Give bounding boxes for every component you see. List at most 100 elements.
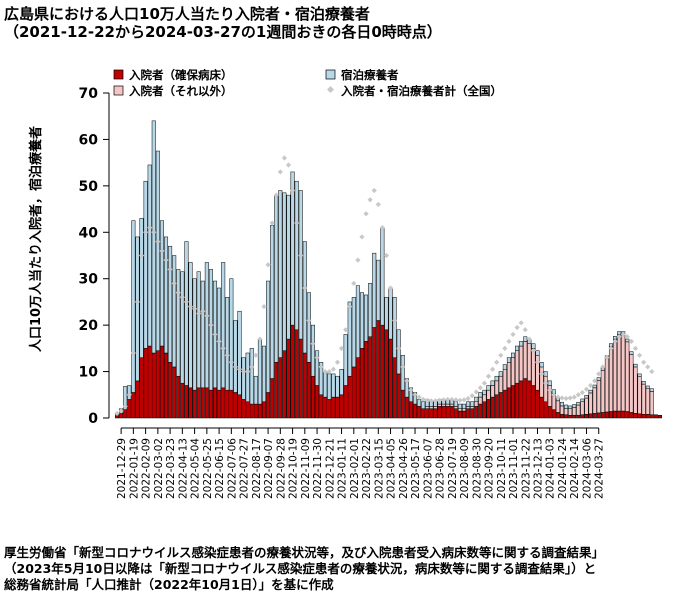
national-point xyxy=(183,299,190,305)
national-point xyxy=(359,234,365,240)
national-point xyxy=(383,252,390,259)
national-point xyxy=(367,197,373,203)
bar-hotel xyxy=(384,297,389,331)
bar-severe xyxy=(372,327,377,419)
bar-severe xyxy=(523,378,528,419)
national-point xyxy=(273,192,279,198)
x-tick-label: 2022-01-19 xyxy=(128,438,140,499)
bar-severe xyxy=(584,414,589,419)
bar-other xyxy=(462,408,467,412)
bar-severe xyxy=(527,380,532,419)
bar-severe xyxy=(302,352,307,419)
bar-hotel xyxy=(241,357,246,400)
bar-other xyxy=(429,406,434,409)
national-point xyxy=(375,201,381,208)
bar-hotel xyxy=(466,401,471,407)
bar-hotel xyxy=(376,259,381,321)
bar-hotel xyxy=(494,375,499,382)
bar-severe xyxy=(351,366,356,419)
bar-severe xyxy=(127,399,132,419)
national-point xyxy=(277,169,283,175)
national-point xyxy=(289,187,296,194)
x-tick-label: 2023-01-11 xyxy=(337,438,349,499)
bar-hotel xyxy=(584,395,589,399)
bar-hotel xyxy=(204,262,209,389)
x-tick-label: 2023-11-01 xyxy=(508,438,520,499)
bar-hotel xyxy=(347,301,352,377)
legend-swatch-severe xyxy=(113,69,124,80)
national-point xyxy=(322,368,328,375)
bar-hotel xyxy=(343,334,348,386)
bar-other xyxy=(498,375,503,393)
bar-hotel xyxy=(388,287,393,340)
bar-hotel xyxy=(331,373,336,398)
national-point xyxy=(416,394,422,400)
national-point xyxy=(559,395,565,401)
bar-severe xyxy=(306,362,311,419)
bar-other xyxy=(519,345,524,382)
national-point xyxy=(485,373,492,379)
bar-severe xyxy=(506,387,511,419)
bar-hotel xyxy=(302,241,307,354)
national-point xyxy=(583,386,590,392)
bar-severe xyxy=(580,414,585,419)
bar-other xyxy=(482,394,487,403)
bar-other xyxy=(527,343,532,382)
bar-severe xyxy=(282,350,287,419)
national-point xyxy=(179,294,185,300)
national-point xyxy=(538,371,545,377)
national-point xyxy=(167,266,173,273)
national-point xyxy=(506,338,512,344)
bar-hotel xyxy=(502,364,507,370)
bar-severe xyxy=(315,385,320,419)
x-tick-label: 2022-07-06 xyxy=(226,438,238,499)
bar-severe xyxy=(155,350,160,419)
national-point xyxy=(473,389,479,395)
bar-severe xyxy=(429,408,434,419)
bar-other xyxy=(600,370,605,413)
national-point xyxy=(216,338,222,344)
bar-severe xyxy=(359,348,364,419)
national-point xyxy=(379,225,385,231)
y-tick-label: 20 xyxy=(79,318,99,334)
bar-severe xyxy=(653,414,658,419)
bar-severe xyxy=(396,373,401,419)
national-point xyxy=(641,359,647,365)
bar-hotel xyxy=(462,403,467,409)
national-point xyxy=(355,257,361,263)
bar-other xyxy=(608,346,613,412)
bar-severe xyxy=(490,396,495,419)
national-point xyxy=(163,257,169,263)
national-point xyxy=(155,238,161,245)
bar-hotel xyxy=(159,220,164,347)
bar-severe xyxy=(600,412,605,419)
national-point xyxy=(587,382,594,389)
national-point xyxy=(253,352,259,358)
bar-hotel xyxy=(515,345,520,351)
y-tick-label: 0 xyxy=(88,411,98,427)
bar-hotel xyxy=(417,399,422,407)
bar-other xyxy=(637,376,642,415)
y-tick-label: 50 xyxy=(79,179,99,195)
x-tick-label: 2024-01-03 xyxy=(545,438,557,499)
bar-other xyxy=(531,348,536,386)
national-point xyxy=(608,345,614,351)
bar-hotel xyxy=(396,329,401,375)
bar-hotel xyxy=(355,285,360,358)
bar-severe xyxy=(168,362,173,419)
x-tick-label: 2023-12-13 xyxy=(533,438,545,499)
bar-hotel xyxy=(633,363,638,368)
bar-severe xyxy=(625,411,630,419)
bar-hotel xyxy=(617,331,622,335)
bar-severe xyxy=(417,406,422,419)
bar-other xyxy=(576,404,581,416)
bar-hotel xyxy=(278,190,283,358)
bar-hotel xyxy=(351,297,356,368)
national-point xyxy=(477,385,483,391)
bar-other xyxy=(580,401,585,415)
national-point xyxy=(228,359,234,365)
national-point xyxy=(285,162,292,168)
national-point xyxy=(220,345,226,351)
bar-severe xyxy=(457,410,462,419)
bar-severe xyxy=(200,387,205,419)
